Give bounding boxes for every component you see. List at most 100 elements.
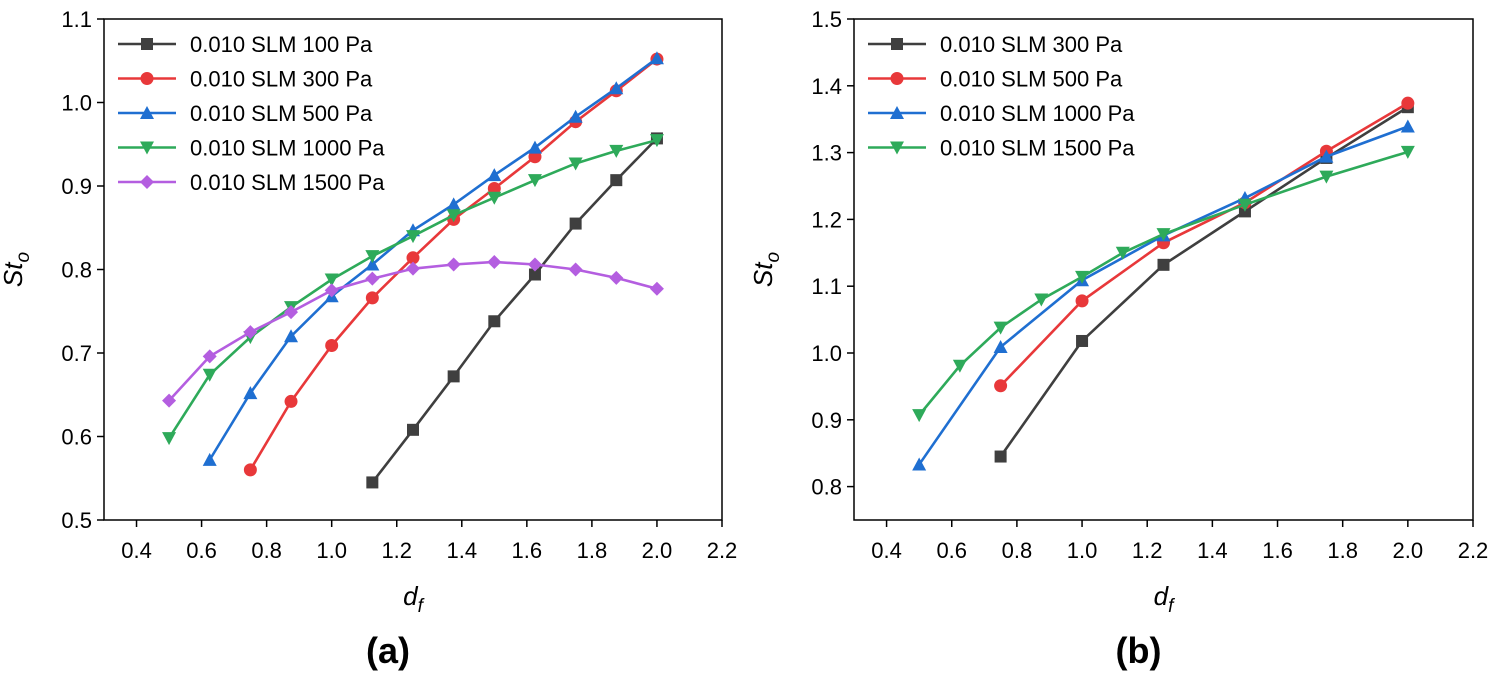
- chart-a-x-tick-label: 0.6: [186, 538, 217, 563]
- chart-a-y-tick-label: 0.5: [61, 508, 92, 533]
- chart-b-y-tick-label: 1.4: [811, 74, 842, 99]
- chart-b-data-point: [1400, 119, 1415, 133]
- chart-b-data-point: [912, 409, 927, 423]
- chart-a-data-point: [162, 393, 177, 408]
- chart-b-data-point: [1115, 246, 1130, 260]
- chart-a-data-point: [406, 261, 420, 276]
- chart-a-series-3: [202, 51, 664, 466]
- chart-b-data-point: [994, 379, 1008, 393]
- chart-b-panel-label: (b): [1116, 630, 1162, 671]
- chart-b-y-axis-label: Sto: [751, 252, 784, 287]
- chart-a-data-point: [324, 283, 339, 298]
- chart-b-data-point: [994, 450, 1007, 463]
- chart-a-data-point: [406, 251, 420, 265]
- chart-a-legend-item: 0.010 SLM 1500 Pa: [118, 170, 385, 195]
- chart-a-y-tick-label: 1.1: [61, 7, 92, 32]
- chart-b-series-line: [999, 106, 1409, 458]
- chart-a-data-point: [446, 197, 461, 211]
- chart-b-x-tick-label: 2.0: [1393, 538, 1424, 563]
- chart-b-y-tick-label: 1.0: [811, 341, 842, 366]
- chart-a-x-tick-label: 0.8: [251, 538, 282, 563]
- chart-a-data-point: [366, 476, 379, 489]
- chart-b-x-tick-label: 2.2: [1458, 538, 1489, 563]
- chart-b-x-tick-label: 0.4: [871, 538, 902, 563]
- chart-b-data-point: [1034, 293, 1049, 307]
- chart-a-x-tick-label: 1.2: [381, 538, 412, 563]
- chart-b-data-point: [1075, 270, 1090, 284]
- chart-a-data-point: [487, 168, 502, 182]
- chart-a-data-point: [568, 262, 583, 277]
- chart-a-data-point: [610, 174, 623, 187]
- chart-b-x-tick-label: 0.8: [1002, 538, 1033, 563]
- chart-b-x-axis-label: df: [1154, 581, 1175, 617]
- chart-a-legend-marker: [140, 141, 154, 155]
- chart-b-data-point: [993, 321, 1008, 335]
- chart-a-data-point: [407, 423, 419, 436]
- chart-b-series-line: [999, 102, 1409, 387]
- chart-a-data-point: [609, 144, 624, 158]
- chart-a-data-point: [202, 368, 217, 382]
- chart-b-data-point: [1156, 228, 1171, 242]
- chart-b-svg: 0.4 0.6 0.8 1.0 1.2 1.4 1.6 1.8 2.0 2.2 0.8 0.9 1.0 1…: [751, 7, 1489, 671]
- chart-a-series-line: [208, 57, 658, 461]
- chart-a-x-tick-label: 1.4: [446, 538, 477, 563]
- chart-a-series-1: [366, 132, 663, 489]
- chart-b-x-tick-label: 1.8: [1327, 538, 1358, 563]
- chart-a-data-point: [243, 463, 257, 477]
- chart-a-data-point: [365, 291, 379, 305]
- chart-b-data-point: [1075, 294, 1089, 308]
- chart-a-data-point: [568, 109, 583, 123]
- chart-panel-b: 0.4 0.6 0.8 1.0 1.2 1.4 1.6 1.8 2.0 2.2 0.8 0.9 1.0 1…: [751, 0, 1502, 678]
- chart-a-series-5: [162, 254, 664, 408]
- chart-b-series-line: [918, 150, 1409, 416]
- chart-b-legend-marker: [890, 141, 904, 155]
- chart-b-y-tick-label: 1.5: [811, 7, 842, 32]
- chart-b-data-point: [1157, 258, 1170, 271]
- chart-b-data-point: [993, 339, 1008, 353]
- chart-b-data-point: [1237, 198, 1252, 212]
- chart-a-data-point: [649, 51, 664, 65]
- chart-a-series-line: [168, 260, 658, 402]
- chart-a-data-point: [243, 325, 258, 340]
- chart-a-legend-item: 0.010 SLM 1000 Pa: [118, 136, 385, 161]
- chart-b-x-tick-label: 1.4: [1197, 538, 1228, 563]
- chart-a-data-point: [649, 281, 664, 296]
- chart-b-x-tick-label: 1.6: [1262, 538, 1293, 563]
- chart-b-y-tick-label: 1.1: [811, 274, 842, 299]
- chart-b-x-tick-label: 1.0: [1067, 538, 1098, 563]
- chart-b-y-tick-label: 0.9: [811, 408, 842, 433]
- chart-a-data-point: [284, 305, 299, 320]
- chart-a-data-point: [162, 432, 177, 446]
- chart-a-y-tick-label: 1.0: [61, 91, 92, 116]
- chart-a-x-tick-label: 1.6: [512, 538, 543, 563]
- chart-a-data-point: [365, 271, 380, 286]
- chart-a-data-point: [487, 191, 502, 205]
- chart-a-x-tick-label: 0.4: [121, 538, 152, 563]
- chart-a-data-point: [446, 257, 461, 272]
- chart-a-legend-marker: [140, 106, 154, 119]
- chart-a-series-4: [162, 134, 664, 446]
- chart-a-data-point: [528, 268, 541, 281]
- chart-b-legend-label: 0.010 SLM 500 Pa: [940, 67, 1123, 92]
- chart-b-legend-label: 0.010 SLM 1500 Pa: [940, 136, 1135, 161]
- chart-a-data-point: [569, 217, 582, 230]
- chart-b-legend-label: 0.010 SLM 300 Pa: [940, 32, 1123, 57]
- chart-b-legend-label: 0.010 SLM 1000 Pa: [940, 101, 1135, 126]
- chart-a-data-point: [243, 386, 258, 400]
- chart-b-legend-marker: [891, 38, 903, 50]
- chart-a-data-point: [527, 174, 542, 188]
- chart-a-legend-marker: [141, 38, 153, 50]
- chart-b-y-tick-label: 1.3: [811, 141, 842, 166]
- chart-b-legend-marker: [890, 72, 904, 85]
- chart-a-legend-item: 0.010 SLM 100 Pa: [118, 32, 373, 57]
- chart-a-series-line: [371, 137, 658, 484]
- chart-a-x-tick-label: 1.0: [316, 538, 347, 563]
- chart-b-data-point: [912, 457, 927, 471]
- chart-a-data-point: [487, 254, 502, 269]
- chart-b-data-point: [1076, 334, 1089, 347]
- chart-a-data-point: [446, 209, 461, 223]
- chart-b-data-point: [1401, 96, 1415, 110]
- chart-a-data-point: [447, 370, 460, 383]
- chart-panel-a: 0.4 0.6 0.8 1.0 1.2 1.4 1.6 1.8 2.0 2.2 0.5 0.6 0.7 0…: [0, 7, 737, 671]
- chart-b-y-tick-label: 0.8: [811, 475, 842, 500]
